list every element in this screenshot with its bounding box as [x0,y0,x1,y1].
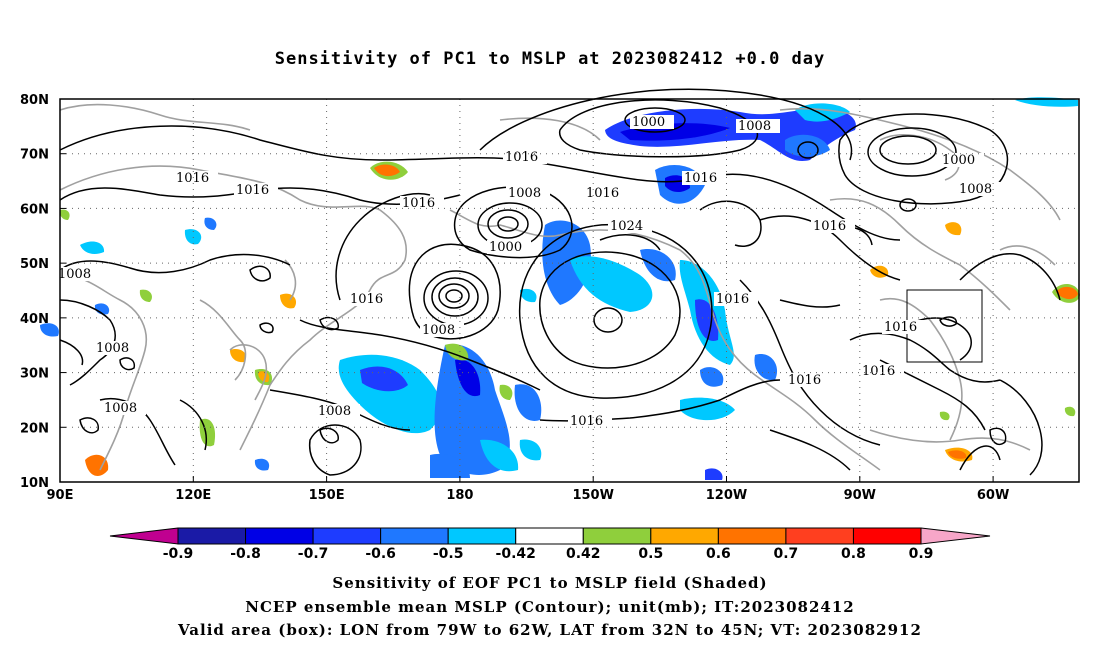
contour-label-1008: 1008 [96,341,129,356]
colorbar-tick-label: -0.7 [298,546,329,562]
map-title: Sensitivity of PC1 to MSLP at 2023082412… [274,49,826,69]
colorbar-tick-label: 0.5 [638,546,663,562]
lat-tick-label: 80N [20,93,49,108]
colorbar-swatch [582,527,652,545]
contour-label-1016: 1016 [570,414,603,429]
colorbar-tick-label: 0.7 [774,546,799,562]
contour-label-1008: 1008 [104,401,137,416]
colorbar-swatch [785,527,854,545]
colorbar-swatch [852,527,922,545]
lat-tick-label: 20N [20,421,49,436]
lon-tick-label: 60W [977,488,1009,503]
colorbar-tick-label: -0.6 [365,546,396,562]
lat-tick-label: 10N [20,476,49,491]
colorbar-swatch [447,527,517,545]
colorbar: -0.9 -0.8 -0.7 -0.6 -0.5 -0.42 0.42 0.5 0.6 0.7 0.… [109,527,991,562]
lat-tick-label: 40N [20,312,49,327]
colorbar-tick-label: 0.6 [706,546,731,562]
colorbar-swatch [650,527,719,545]
colorbar-swatch [515,527,584,545]
lat-tick-label: 30N [20,367,49,382]
colorbar-tick-label: -0.42 [496,546,536,562]
lon-tick-label: 150W [572,488,613,503]
contour-label-1016: 1016 [586,186,619,201]
contour-label-1016: 1016 [402,196,435,211]
contour-label-1008: 1008 [738,119,771,134]
contour-label-1016: 1016 [862,364,895,379]
lat-tick-label: 70N [20,148,49,163]
shaded-sensitivity [40,97,1080,480]
contour-label-1016: 1016 [505,150,538,165]
colorbar-swatch [312,527,382,545]
caption-line-3: Valid area (box): LON from 79W to 62W, L… [178,621,922,639]
contour-label-1008: 1008 [508,186,541,201]
colorbar-tick-label: -0.5 [433,546,464,562]
colorbar-below-arrow [109,527,179,545]
lat-tick-label: 60N [20,202,49,217]
latitude-axis: 80N 70N 60N 50N 40N 30N 20N 10N [20,93,66,491]
colorbar-tick-label: -0.8 [230,546,261,562]
contour-label-1016: 1016 [813,219,846,234]
contour-label-1016: 1016 [884,320,917,335]
contour-label-1024: 1024 [610,219,643,234]
contour-label-1016: 1016 [176,171,209,186]
colorbar-swatch [177,527,247,545]
caption-line-1: Sensitivity of EOF PC1 to MSLP field (Sh… [332,574,768,592]
contour-label-1000: 1000 [489,240,522,255]
contour-label-1016: 1016 [350,292,383,307]
colorbar-tick-label: 0.42 [566,546,601,562]
plot-frame [59,98,1080,483]
contour-label-1016: 1016 [788,373,821,388]
colorbar-tick-label: 0.8 [841,546,866,562]
colorbar-above-arrow [920,527,991,545]
lon-tick-label: 120E [175,488,211,503]
contour-label-1008: 1008 [318,404,351,419]
contour-label-1016: 1016 [684,171,717,186]
contour-label-1016: 1016 [716,292,749,307]
colorbar-swatch [717,527,787,545]
colorbar-swatch [380,527,449,545]
lon-tick-label: 150E [309,488,345,503]
colorbar-tick-label: -0.9 [163,546,194,562]
lon-tick-label: 180 [446,488,473,503]
contour-label-1008: 1008 [959,182,992,197]
colorbar-swatch [245,527,314,545]
lat-tick-label: 50N [20,257,49,272]
contour-label-1000: 1000 [632,115,665,130]
contour-label-1008: 1008 [422,323,455,338]
lon-tick-label: 90E [47,488,74,503]
colorbar-tick-label: 0.9 [909,546,934,562]
lon-tick-label: 120W [706,488,747,503]
longitude-axis: 90E 120E 150E 180 150W 120W 90W 60W [47,476,1009,503]
contour-label-1000: 1000 [942,153,975,168]
contour-label-1016: 1016 [236,183,269,198]
caption-line-2: NCEP ensemble mean MSLP (Contour); unit(… [245,598,855,616]
coastlines [59,103,1061,471]
contour-label-1008: 1008 [58,267,91,282]
lon-tick-label: 90W [844,488,876,503]
